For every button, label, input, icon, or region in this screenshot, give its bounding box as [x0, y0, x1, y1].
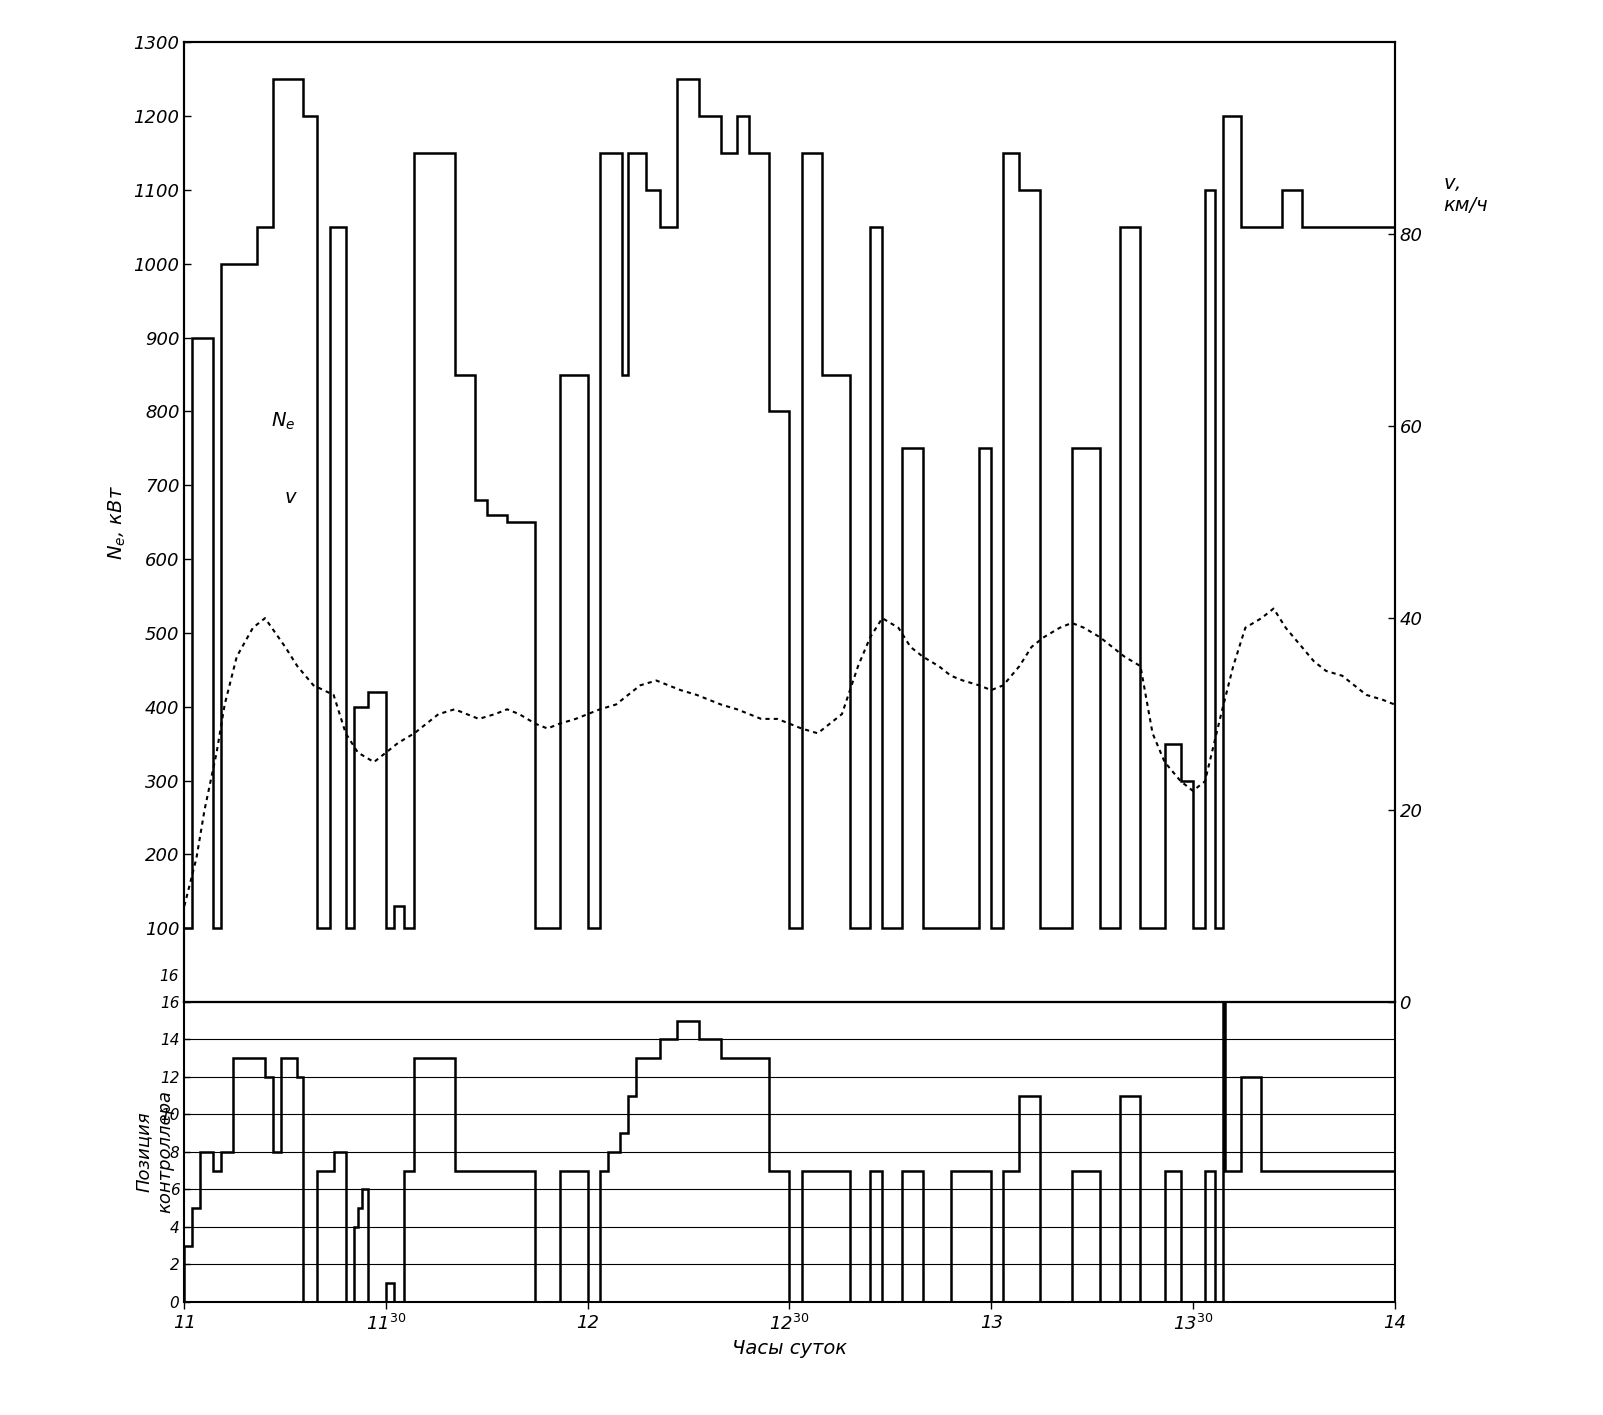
X-axis label: Часы суток: Часы суток: [733, 1339, 846, 1358]
Y-axis label: $v$,
км/ч: $v$, км/ч: [1443, 174, 1488, 215]
Text: $v$: $v$: [284, 488, 298, 507]
Text: $N_e$: $N_e$: [271, 410, 297, 432]
Y-axis label: Позиция
контроллера: Позиция контроллера: [135, 1091, 173, 1214]
Text: 16: 16: [159, 969, 178, 983]
Y-axis label: $N_e$, кВт: $N_e$, кВт: [107, 485, 128, 560]
